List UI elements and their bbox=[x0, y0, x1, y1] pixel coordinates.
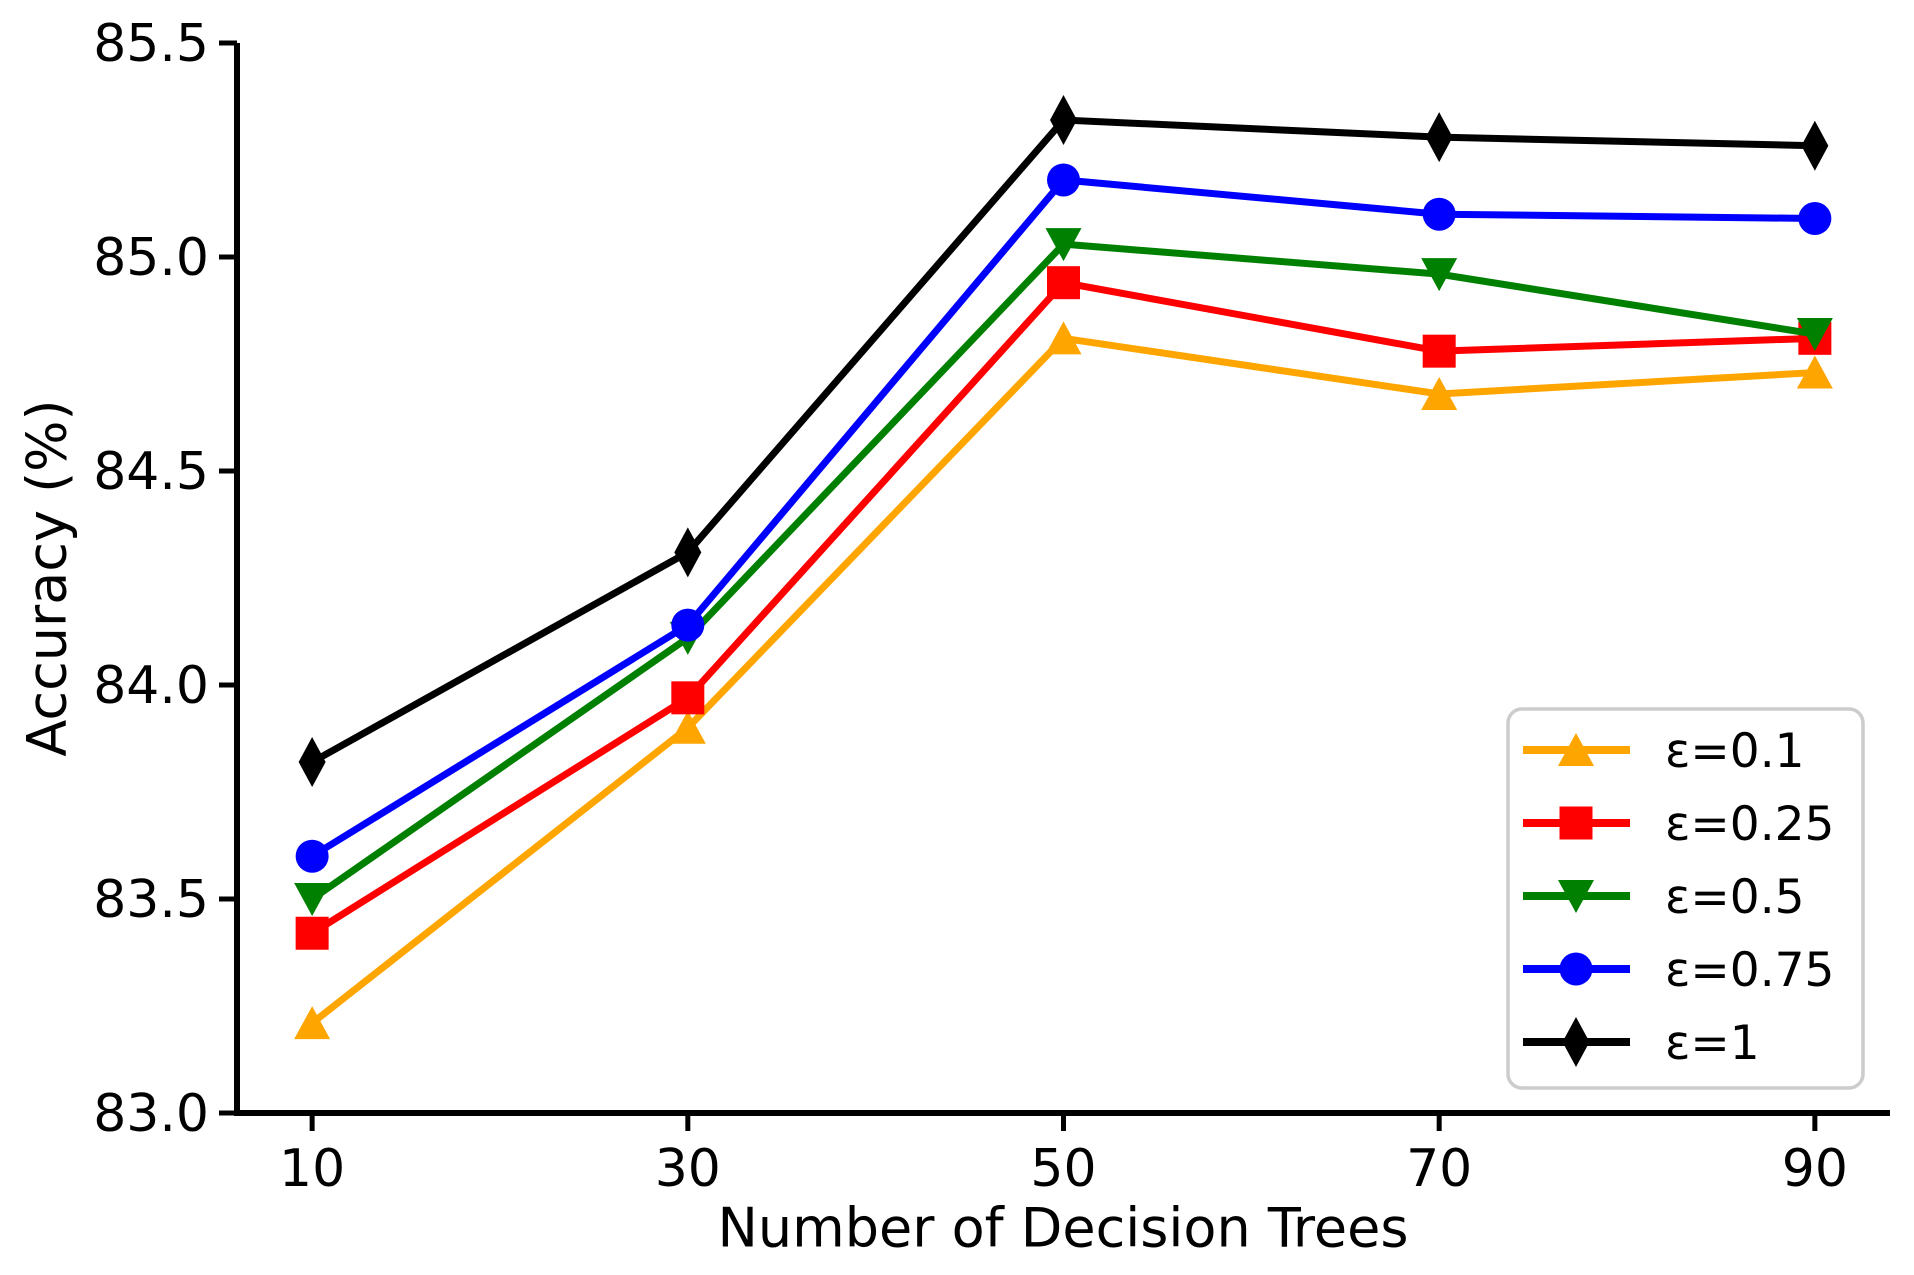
x-tick-label: 50 bbox=[1030, 1139, 1096, 1199]
y-tick-label: 83.5 bbox=[93, 870, 209, 930]
x-tick-label: 90 bbox=[1782, 1139, 1848, 1199]
data-point-marker bbox=[295, 839, 329, 873]
x-tick-label: 70 bbox=[1406, 1139, 1472, 1199]
y-tick-label: 85.5 bbox=[93, 14, 209, 74]
data-point-marker bbox=[294, 1006, 331, 1040]
legend-box bbox=[1506, 707, 1865, 1090]
x-tick-label: 30 bbox=[655, 1139, 721, 1199]
data-point-marker bbox=[1050, 95, 1077, 146]
data-point-marker bbox=[1045, 228, 1082, 262]
legend-entry-label: ε=0.1 bbox=[1665, 724, 1805, 779]
data-point-marker bbox=[1422, 334, 1456, 368]
data-point-marker bbox=[294, 883, 331, 916]
data-point-marker bbox=[298, 737, 326, 788]
data-point-marker bbox=[1422, 197, 1456, 231]
legend-entry-marker bbox=[1559, 806, 1593, 840]
data-point-marker bbox=[1796, 318, 1833, 352]
data-point-marker bbox=[1045, 321, 1082, 355]
data-point-marker bbox=[671, 681, 705, 715]
y-axis-label: Accuracy (%) bbox=[15, 399, 79, 757]
y-tick-label: 84.0 bbox=[93, 656, 209, 716]
x-tick-label: 10 bbox=[279, 1139, 345, 1199]
data-point-marker bbox=[1421, 258, 1458, 292]
legend-entry-marker bbox=[1558, 733, 1594, 766]
data-point-marker bbox=[1798, 201, 1832, 235]
data-point-marker bbox=[1425, 112, 1453, 163]
legend-entry-label: ε=0.5 bbox=[1665, 870, 1805, 925]
legend-entry-label: ε=0.75 bbox=[1665, 943, 1834, 998]
data-point-marker bbox=[669, 710, 706, 744]
data-point-marker bbox=[674, 527, 702, 578]
x-axis-label: Number of Decision Trees bbox=[717, 1196, 1409, 1260]
legend-entry-label: ε=1 bbox=[1665, 1016, 1760, 1071]
legend-entry-marker bbox=[1562, 1017, 1590, 1067]
data-point-marker bbox=[671, 608, 705, 642]
legend-entry-label: ε=0.25 bbox=[1665, 797, 1834, 852]
data-point-marker bbox=[1801, 120, 1829, 171]
y-tick-label: 83.0 bbox=[93, 1084, 209, 1144]
data-point-marker bbox=[1796, 355, 1833, 389]
y-tick-label: 84.5 bbox=[93, 442, 209, 502]
data-point-marker bbox=[295, 916, 329, 950]
legend-entry-marker bbox=[1559, 952, 1593, 986]
data-point-marker bbox=[1047, 163, 1080, 197]
legend-entry-marker bbox=[1558, 880, 1594, 913]
data-point-marker bbox=[1421, 376, 1458, 410]
data-point-marker bbox=[1047, 266, 1080, 300]
y-tick-label: 85.0 bbox=[93, 228, 209, 288]
